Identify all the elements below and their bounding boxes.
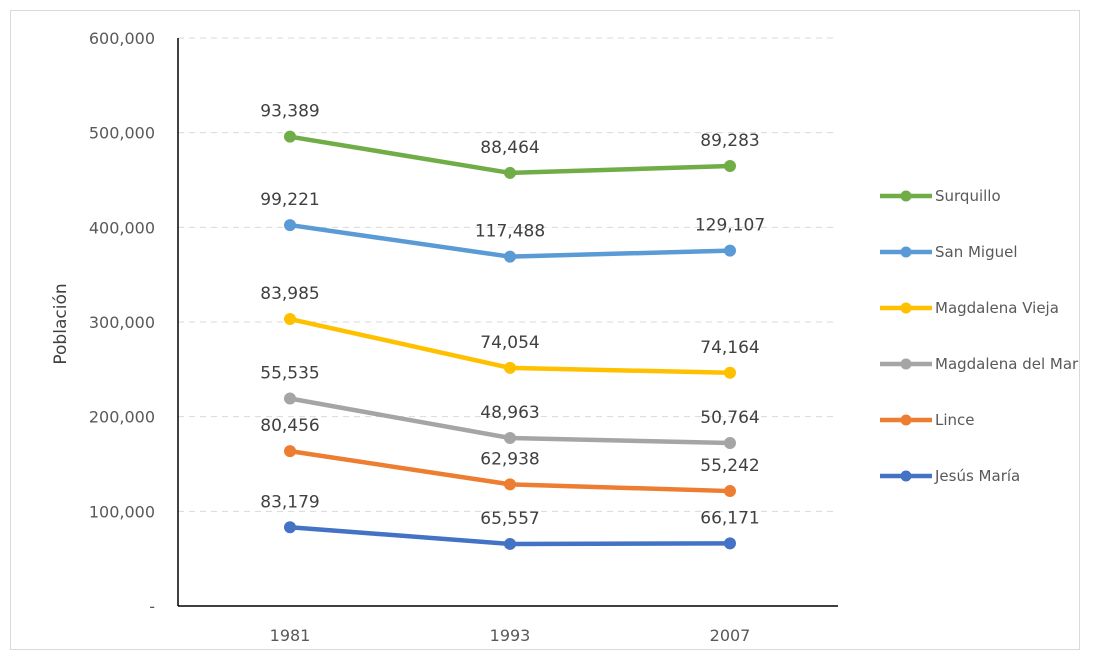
data-label: 89,283: [700, 131, 759, 151]
data-point: [284, 392, 296, 405]
data-point: [284, 445, 296, 458]
data-label: 117,488: [475, 222, 545, 242]
legend-label: Lince: [935, 411, 975, 429]
data-label: 74,164: [700, 338, 759, 358]
y-tick-label: 600,000: [89, 29, 155, 48]
legend-item: San Miguel: [880, 243, 1018, 261]
legend-item: Surquillo: [880, 187, 1001, 205]
legend-swatch-marker: [900, 302, 912, 314]
data-point: [284, 219, 296, 232]
data-label: 83,179: [260, 492, 319, 512]
y-axis-title: Población: [51, 283, 71, 364]
y-tick-label: 500,000: [89, 124, 155, 143]
data-label: 93,389: [260, 102, 319, 122]
data-point: [724, 244, 736, 257]
legend-swatch-marker: [900, 246, 912, 258]
data-label: 88,464: [480, 138, 539, 158]
legend-label: Surquillo: [935, 187, 1001, 205]
y-tick-label: 300,000: [89, 313, 155, 332]
data-label: 62,938: [480, 449, 539, 469]
data-point: [284, 130, 296, 143]
y-tick-label: 100,000: [89, 502, 155, 521]
x-tick-label: 1993: [490, 626, 531, 645]
data-point: [724, 485, 736, 498]
data-point: [724, 366, 736, 379]
data-point: [504, 537, 516, 550]
x-tick-labels: 1981 1993 2007: [270, 626, 751, 645]
y-tick-labels: - 100,000 200,000 300,000 400,000 500,000 600,…: [89, 29, 155, 616]
legend-label: Jesús María: [934, 467, 1020, 485]
data-point: [504, 432, 516, 445]
legend-item: Magdalena Vieja: [880, 299, 1059, 317]
data-label: 83,985: [260, 284, 319, 304]
series-group: 83,179 65,557 66,171 80,456 62,938 55,242 55,5…: [260, 102, 765, 550]
legend-label: Magdalena del Mar: [935, 355, 1079, 373]
x-tick-label: 2007: [710, 626, 751, 645]
y-tick-label: 200,000: [89, 408, 155, 427]
data-label: 129,107: [695, 216, 765, 236]
axes: [177, 38, 838, 607]
data-label: 80,456: [260, 416, 319, 436]
legend-item: Jesús María: [880, 467, 1020, 485]
data-label: 55,535: [260, 364, 319, 384]
legend-label: Magdalena Vieja: [935, 299, 1059, 317]
legend-swatch-marker: [900, 470, 912, 482]
series-jesús-maría: 83,179 65,557 66,171: [260, 492, 760, 550]
legend-item: Magdalena del Mar: [880, 355, 1079, 373]
series-magdalena-vieja: 83,985 74,054 74,164: [260, 284, 760, 379]
data-label: 99,221: [260, 190, 319, 210]
legend-swatch-marker: [900, 358, 912, 370]
data-point: [504, 250, 516, 263]
data-label: 65,557: [480, 509, 539, 529]
legend: Surquillo San Miguel Magdalena Vieja Magdal…: [880, 187, 1079, 485]
series-san-miguel: 99,221 117,488 129,107: [260, 190, 765, 263]
y-tick-label: 400,000: [89, 218, 155, 237]
data-label: 55,242: [700, 456, 759, 476]
data-point: [504, 361, 516, 374]
y-tick-label: -: [149, 597, 155, 616]
data-point: [724, 537, 736, 550]
series-surquillo: 93,389 88,464 89,283: [260, 102, 760, 179]
series-magdalena-del-mar: 55,535 48,963 50,764: [260, 364, 760, 450]
data-label: 50,764: [700, 408, 759, 428]
legend-item: Lince: [880, 411, 975, 429]
data-label: 66,171: [700, 508, 759, 528]
data-point: [284, 521, 296, 534]
data-point: [504, 478, 516, 491]
legend-swatch-marker: [900, 414, 912, 426]
data-label: 74,054: [480, 333, 539, 353]
legend-label: San Miguel: [935, 243, 1018, 261]
data-point: [724, 437, 736, 450]
data-point: [284, 313, 296, 326]
data-label: 48,963: [480, 403, 539, 423]
series-lince: 80,456 62,938 55,242: [260, 416, 760, 498]
x-tick-label: 1981: [270, 626, 311, 645]
legend-swatch-marker: [900, 190, 912, 202]
data-point: [504, 166, 516, 179]
data-point: [724, 160, 736, 173]
